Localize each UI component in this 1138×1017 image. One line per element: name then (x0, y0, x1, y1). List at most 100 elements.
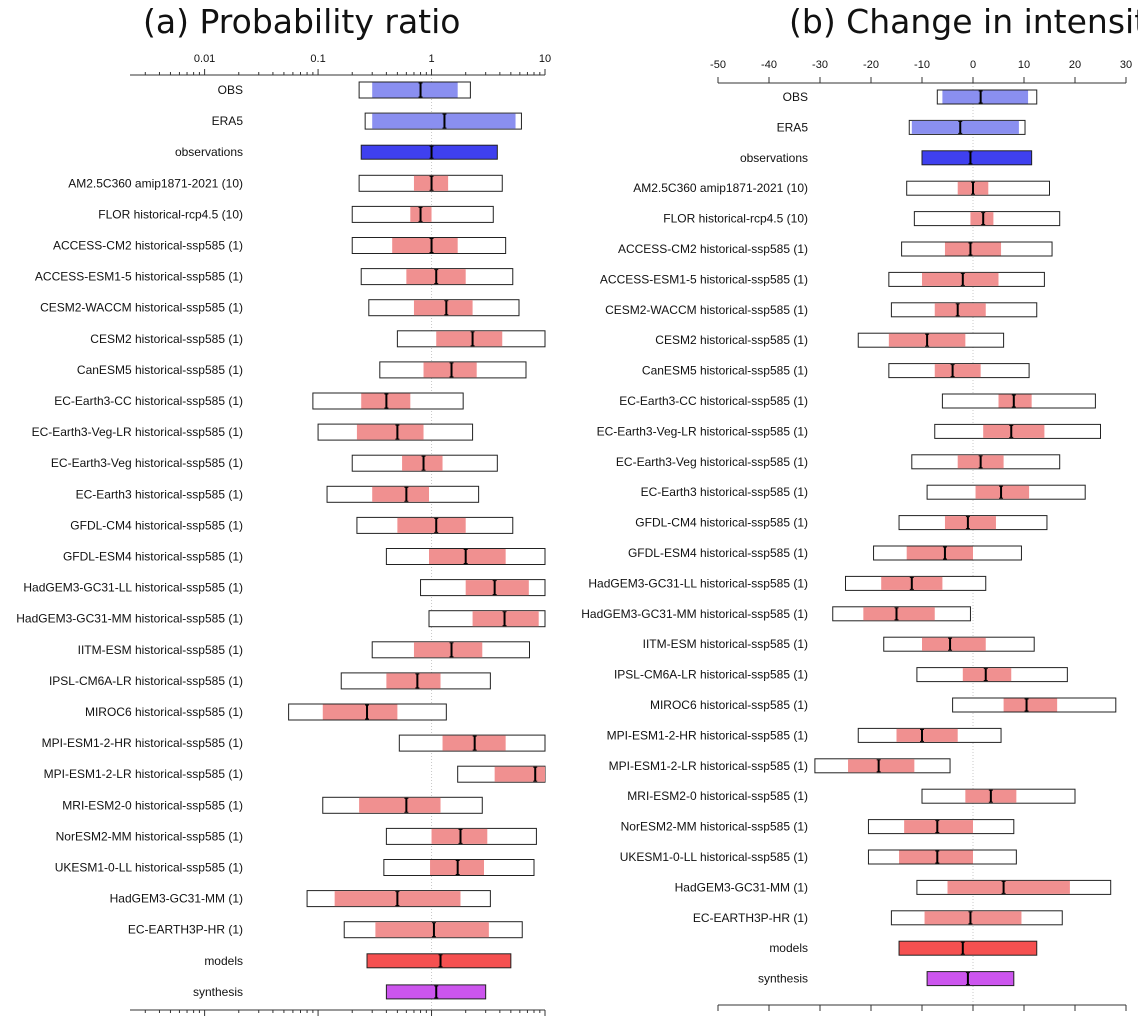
panel-a-row-label: CESM2-WACCM historical-ssp585 (1) (40, 301, 243, 315)
panel-b-confidence-interval (934, 303, 986, 317)
panel-b-confidence-interval (970, 212, 994, 226)
panel-a-row-label: models (204, 954, 243, 968)
panel-a-confidence-interval (392, 238, 458, 253)
panel-b-row-label: IITM-ESM historical-ssp585 (1) (643, 637, 808, 651)
panel-a-row-label: CanESM5 historical-ssp585 (1) (77, 363, 243, 377)
panel-b-confidence-interval (926, 971, 1015, 987)
panel-b-row-label: OBS (783, 90, 808, 104)
panel-b-row-label: HadGEM3-GC31-LL historical-ssp585 (1) (588, 576, 808, 590)
panel-a-confidence-interval (322, 704, 398, 720)
panel-b-row-label: GFDL-CM4 historical-ssp585 (1) (635, 516, 808, 530)
panel-a-row-label: ACCESS-ESM1-5 historical-ssp585 (1) (35, 270, 243, 284)
panel-b-confidence-interval (906, 546, 973, 560)
panel-a-confidence-interval (431, 828, 488, 844)
panel-b-confidence-interval (899, 850, 973, 864)
panel-a-confidence-interval (359, 797, 441, 813)
panel-b-confidence-interval (947, 880, 1070, 894)
panel-b-tick-label: 30 (1120, 59, 1132, 71)
panel-b-tick-label: -30 (812, 59, 828, 71)
panel-b-row-label: CanESM5 historical-ssp585 (1) (642, 364, 808, 378)
panel-b-confidence-interval (983, 424, 1045, 438)
panel-a-row-label: ERA5 (212, 114, 244, 128)
panel-a-row-label: MRI-ESM2-0 historical-ssp585 (1) (62, 798, 243, 812)
panel-a-confidence-interval (375, 922, 489, 938)
panel-b-row-label: EC-EARTH3P-HR (1) (693, 911, 808, 925)
panel-b-row-label: CESM2-WACCM historical-ssp585 (1) (605, 303, 808, 317)
panel-a-row-label: GFDL-ESM4 historical-ssp585 (1) (63, 550, 243, 564)
panel-b-confidence-interval (1003, 698, 1058, 712)
panel-b-row-label: EC-Earth3-Veg historical-ssp585 (1) (616, 455, 808, 469)
panel-a-confidence-interval (472, 611, 539, 627)
panel-b-row-label: UKESM1-0-LL historical-ssp585 (1) (620, 850, 808, 864)
panel-b-tick-label: 20 (1069, 59, 1081, 71)
panel-b-confidence-interval (922, 637, 986, 651)
panel-a-confidence-interval (386, 673, 441, 689)
panel-b-row-label: FLOR historical-rcp4.5 (10) (663, 212, 808, 226)
panel-a-confidence-interval (372, 486, 430, 502)
panel-a-row-label: CESM2 historical-ssp585 (1) (90, 332, 243, 346)
panel-b-confidence-interval (942, 90, 1029, 104)
panel-a-confidence-interval (436, 331, 503, 347)
panel-a-confidence-interval (397, 517, 466, 533)
panel-b-tick-label: -20 (863, 59, 879, 71)
panel-a-confidence-interval (402, 455, 443, 471)
panel-b-confidence-interval (896, 728, 958, 742)
panel-b-row-label: MPI-ESM1-2-HR historical-ssp585 (1) (607, 728, 808, 742)
panel-a-tick-label: 0.1 (310, 53, 325, 65)
panel-b-row-label: EC-Earth3-CC historical-ssp585 (1) (619, 394, 808, 408)
panel-a-row-label: GFDL-CM4 historical-ssp585 (1) (70, 518, 243, 532)
panel-b-confidence-interval (898, 940, 1038, 956)
panel-b-confidence-interval (962, 668, 1012, 682)
panel-a-tick-label: 0.01 (194, 53, 215, 65)
panel-a-row-label: FLOR historical-rcp4.5 (10) (98, 207, 243, 221)
panel-a-row-label: HadGEM3-GC31-MM (1) (110, 892, 243, 906)
panel-a-confidence-interval (429, 549, 506, 564)
panel-a-row-label: EC-EARTH3P-HR (1) (128, 923, 243, 937)
panel-b-row-label: observations (740, 151, 808, 165)
panel-a-confidence-interval (356, 424, 424, 440)
panel-a-confidence-interval (360, 144, 498, 160)
panel-a-confidence-interval (413, 300, 473, 316)
panel-a-row-label: MPI-ESM1-2-HR historical-ssp585 (1) (42, 736, 243, 750)
panel-a-tick-label: 1 (428, 53, 434, 65)
panel-b-confidence-interval (975, 485, 1030, 499)
panel-b-confidence-interval (934, 364, 981, 378)
panel-a-row-label: HadGEM3-GC31-MM historical-ssp585 (1) (16, 612, 243, 626)
panel-b-row-label: MPI-ESM1-2-LR historical-ssp585 (1) (609, 759, 808, 773)
panel-a-confidence-interval (423, 362, 477, 378)
panel-b-confidence-interval (863, 607, 935, 621)
panel-b-tick-label: -10 (914, 59, 930, 71)
panel-b-row-label: synthesis (758, 972, 808, 986)
panel-b-row-label: GFDL-ESM4 historical-ssp585 (1) (628, 546, 808, 560)
panel-a-row-label: observations (175, 145, 243, 159)
panel-b-row-label: AM2.5C360 amip1871-2021 (10) (633, 181, 808, 195)
panel-b-tick-label: 10 (1018, 59, 1030, 71)
panel-b-row-label: MIROC6 historical-ssp585 (1) (650, 698, 808, 712)
panel-b-row-label: MRI-ESM2-0 historical-ssp585 (1) (627, 789, 808, 803)
panel-a-confidence-interval (494, 766, 545, 782)
panel-a-row-label: EC-Earth3-CC historical-ssp585 (1) (54, 394, 243, 408)
panel-b-row-label: ERA5 (777, 120, 809, 134)
panel-b-confidence-interval (944, 516, 996, 530)
panel-a-row-label: AM2.5C360 amip1871-2021 (10) (68, 176, 243, 190)
panel-a-confidence-interval (413, 642, 483, 658)
panel-b-confidence-interval (921, 150, 1033, 166)
panel-a-row-label: EC-Earth3 historical-ssp585 (1) (76, 487, 243, 501)
panel-a-tick-label: 10 (539, 53, 551, 65)
panel-b-confidence-interval (924, 911, 1022, 925)
panel-b-row-label: CESM2 historical-ssp585 (1) (655, 333, 808, 347)
panel-a-row-label: HadGEM3-GC31-LL historical-ssp585 (1) (23, 581, 243, 595)
panel-a-row-label: OBS (218, 83, 243, 97)
panel-b-confidence-interval (911, 120, 1019, 134)
panel-b-confidence-interval (998, 394, 1032, 408)
panel-b-row-label: ACCESS-CM2 historical-ssp585 (1) (618, 242, 808, 256)
panel-a-row-label: IITM-ESM historical-ssp585 (1) (78, 643, 243, 657)
panel-b-confidence-interval (848, 759, 915, 773)
panel-b-row-label: NorESM2-MM historical-ssp585 (1) (621, 820, 808, 834)
panel-a-row-label: synthesis (193, 985, 243, 999)
panel-b-row-label: HadGEM3-GC31-MM (1) (675, 880, 808, 894)
panel-a-row-label: EC-Earth3-Veg-LR historical-ssp585 (1) (32, 425, 243, 439)
panel-b-row-label: models (769, 941, 808, 955)
panel-b-row-label: EC-Earth3 historical-ssp585 (1) (641, 485, 808, 499)
